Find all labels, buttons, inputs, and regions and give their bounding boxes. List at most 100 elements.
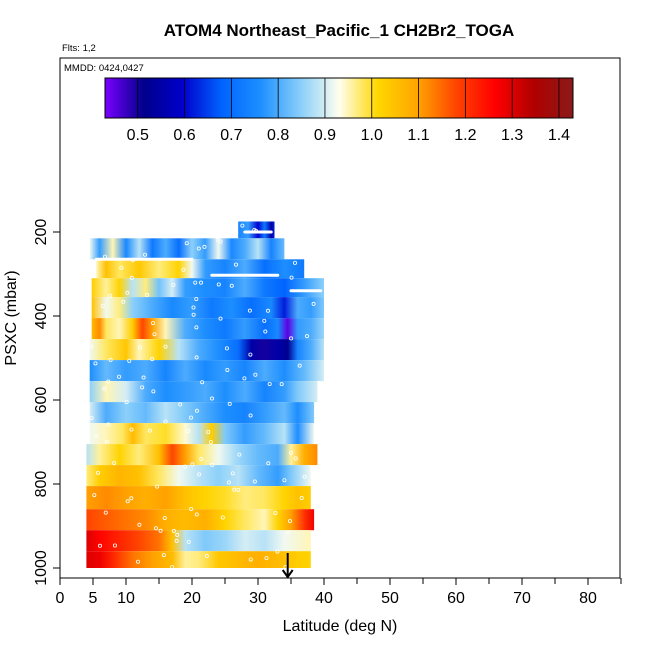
sample-marker bbox=[137, 522, 142, 527]
sample-marker bbox=[225, 367, 230, 372]
sample-marker bbox=[224, 346, 229, 351]
sample-marker bbox=[129, 427, 134, 432]
sample-marker bbox=[186, 429, 191, 434]
sample-marker bbox=[252, 479, 257, 484]
sample-marker bbox=[191, 312, 196, 317]
sample-marker bbox=[145, 292, 150, 297]
colorbar-tick-label: 0.8 bbox=[267, 127, 289, 144]
sample-marker bbox=[92, 493, 97, 498]
sample-marker bbox=[191, 305, 196, 310]
sample-marker bbox=[108, 293, 113, 298]
sample-marker bbox=[305, 334, 310, 339]
sample-marker bbox=[248, 413, 253, 418]
y-axis-label: PSXC (mbar) bbox=[3, 270, 20, 365]
heatmap-band bbox=[89, 381, 318, 403]
sample-marker bbox=[236, 487, 241, 492]
sample-marker bbox=[141, 375, 146, 380]
heatmap-bands bbox=[86, 221, 325, 568]
sample-marker bbox=[140, 385, 145, 390]
sample-marker bbox=[292, 260, 297, 265]
sample-marker bbox=[218, 316, 223, 321]
sample-marker bbox=[248, 352, 253, 357]
sample-marker bbox=[125, 290, 130, 295]
chart-title: ATOM4 Northeast_Pacific_1 CH2Br2_TOGA bbox=[164, 21, 515, 40]
colorbar-tick-label: 0.9 bbox=[314, 127, 336, 144]
y-tick-label: 800 bbox=[33, 471, 50, 498]
sample-marker bbox=[194, 512, 199, 517]
sample-marker bbox=[289, 275, 294, 280]
sample-marker bbox=[311, 301, 316, 306]
sample-marker bbox=[124, 400, 129, 405]
sample-marker bbox=[229, 283, 234, 288]
sample-marker bbox=[130, 258, 135, 263]
sample-marker bbox=[170, 565, 175, 570]
sample-marker bbox=[155, 484, 160, 489]
sample-marker bbox=[106, 379, 111, 384]
sample-marker bbox=[121, 299, 126, 304]
sample-marker bbox=[248, 557, 253, 562]
heatmap-band bbox=[86, 444, 318, 466]
sample-marker bbox=[227, 401, 232, 406]
sample-marker bbox=[204, 553, 209, 558]
sample-marker bbox=[273, 510, 278, 515]
sample-marker bbox=[299, 495, 304, 500]
sample-markers bbox=[89, 223, 316, 570]
dates-note: MMDD: 0424,0427 bbox=[64, 63, 144, 74]
sample-marker bbox=[247, 308, 252, 313]
sample-marker bbox=[282, 478, 287, 483]
heatmap-band bbox=[91, 318, 325, 340]
x-tick-label: 5 bbox=[89, 590, 98, 607]
sample-marker bbox=[190, 462, 195, 467]
sample-marker bbox=[129, 275, 134, 280]
heatmap-band bbox=[86, 486, 311, 510]
sample-marker bbox=[199, 456, 204, 461]
sample-marker bbox=[194, 325, 199, 330]
colorbar-tick-label: 1.3 bbox=[501, 127, 523, 144]
sample-marker bbox=[237, 452, 242, 457]
heatmap-band bbox=[91, 278, 325, 298]
sample-marker bbox=[150, 357, 155, 362]
sample-marker bbox=[100, 303, 105, 308]
sample-marker bbox=[89, 344, 94, 349]
sample-marker bbox=[242, 376, 247, 381]
sample-marker bbox=[216, 282, 221, 287]
sample-marker bbox=[197, 472, 202, 477]
heatmap-band bbox=[86, 509, 315, 531]
sample-marker bbox=[178, 402, 183, 407]
colorbar-gradient bbox=[104, 77, 574, 119]
sample-marker bbox=[287, 519, 292, 524]
sample-marker bbox=[194, 296, 199, 301]
sample-marker bbox=[206, 429, 211, 434]
heatmap-band bbox=[86, 530, 311, 552]
sample-marker bbox=[262, 318, 267, 323]
heatmap-band bbox=[238, 221, 275, 239]
sample-marker bbox=[103, 510, 108, 515]
colorbar-tick-label: 1.1 bbox=[407, 127, 429, 144]
y-tick-label: 400 bbox=[33, 303, 50, 330]
sample-marker bbox=[96, 470, 101, 475]
x-tick-label: 10 bbox=[117, 590, 135, 607]
heatmap-band bbox=[86, 551, 311, 568]
sample-marker bbox=[302, 474, 307, 479]
heatmap-band bbox=[96, 259, 305, 279]
sample-marker bbox=[127, 358, 132, 363]
y-tick-label: 200 bbox=[33, 219, 50, 246]
sample-marker bbox=[275, 549, 280, 554]
sample-marker bbox=[93, 361, 98, 366]
sample-marker bbox=[163, 344, 168, 349]
sample-marker bbox=[117, 374, 122, 379]
sample-marker bbox=[200, 380, 205, 385]
y-axis: 200 400 600 800 1000 bbox=[33, 219, 60, 586]
sample-marker bbox=[112, 460, 117, 465]
sample-marker bbox=[188, 415, 193, 420]
sample-marker bbox=[210, 462, 215, 467]
sample-marker bbox=[264, 556, 269, 561]
sample-marker bbox=[194, 355, 199, 360]
colorbar-tick-label: 0.5 bbox=[127, 127, 149, 144]
sample-marker bbox=[119, 265, 124, 270]
sample-marker bbox=[151, 389, 156, 394]
sample-marker bbox=[193, 280, 198, 285]
sample-marker bbox=[94, 433, 99, 438]
sample-marker bbox=[265, 308, 270, 313]
